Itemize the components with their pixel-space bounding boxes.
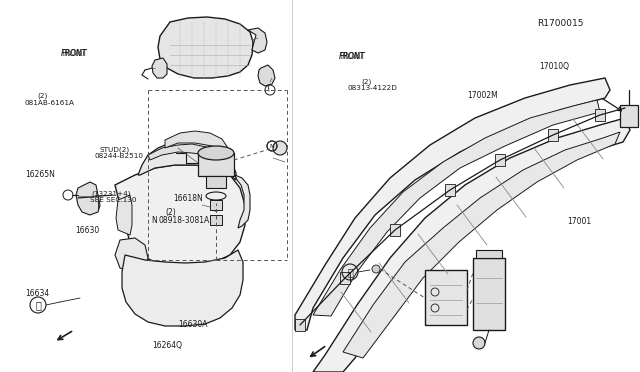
Polygon shape [425,270,467,325]
Text: Ⓢ: Ⓢ [347,267,353,277]
Polygon shape [295,319,305,331]
Text: Ⓢ: Ⓢ [35,300,41,310]
Circle shape [473,337,485,349]
Text: 08918-3081A: 08918-3081A [159,216,210,225]
Polygon shape [295,78,610,330]
Text: 16265N: 16265N [26,170,56,179]
Circle shape [372,265,380,273]
Polygon shape [390,224,400,236]
Text: 17010Q: 17010Q [540,62,570,71]
Text: 08244-B2510: 08244-B2510 [95,153,144,159]
Text: (2): (2) [165,208,176,217]
Polygon shape [138,140,236,180]
Text: FRONT: FRONT [339,52,365,61]
Polygon shape [248,28,267,53]
Polygon shape [76,182,100,215]
Ellipse shape [198,146,234,160]
Text: 16630A: 16630A [178,320,207,329]
Polygon shape [122,250,243,326]
Polygon shape [210,200,222,210]
Text: (2): (2) [37,93,47,99]
Polygon shape [495,154,505,166]
Text: 17002M: 17002M [467,91,498,100]
Polygon shape [313,118,630,372]
Text: 08313-4122D: 08313-4122D [348,85,397,91]
Text: FRONT: FRONT [339,52,365,61]
Circle shape [211,201,221,211]
Polygon shape [152,58,167,78]
Text: FRONT: FRONT [61,49,87,58]
Text: N: N [269,144,275,148]
Polygon shape [595,109,605,121]
Text: (2): (2) [361,78,371,85]
Polygon shape [258,65,275,86]
Polygon shape [473,258,505,330]
Text: SEE SEC.130: SEE SEC.130 [90,197,136,203]
Text: 081AB-6161A: 081AB-6161A [24,100,74,106]
Text: N: N [151,216,157,225]
Text: (13231+4): (13231+4) [92,190,131,197]
Polygon shape [235,175,250,228]
Text: 16264Q: 16264Q [152,341,182,350]
Polygon shape [115,238,148,272]
Polygon shape [148,144,220,160]
Polygon shape [158,17,253,78]
Text: R1700015: R1700015 [538,19,584,28]
Polygon shape [198,153,234,176]
Polygon shape [548,129,558,141]
Polygon shape [445,184,455,196]
Polygon shape [313,100,600,316]
Polygon shape [206,176,226,188]
Polygon shape [115,165,245,265]
Text: 17001: 17001 [567,217,591,226]
Polygon shape [620,105,638,127]
Text: 16630: 16630 [76,226,100,235]
Text: 16618N: 16618N [173,194,202,203]
Polygon shape [340,272,350,284]
Circle shape [273,141,287,155]
Polygon shape [343,132,620,358]
Text: 16634: 16634 [26,289,50,298]
Polygon shape [210,215,222,225]
Polygon shape [165,131,228,152]
Polygon shape [116,195,132,235]
Text: FRONT: FRONT [61,49,87,58]
Text: STUD(2): STUD(2) [99,146,129,153]
Polygon shape [476,250,502,258]
